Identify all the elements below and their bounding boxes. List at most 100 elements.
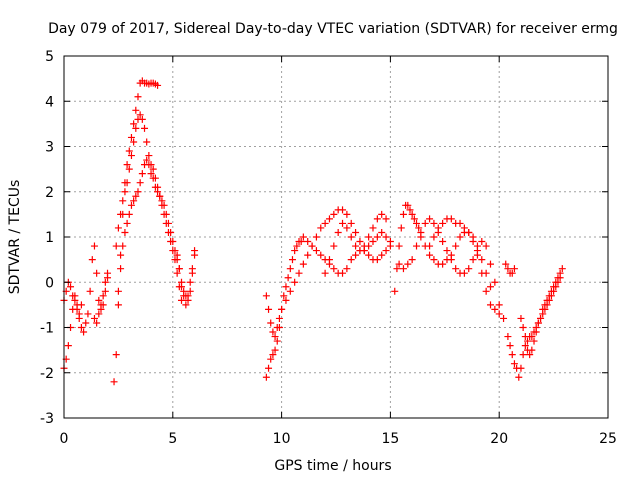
data-point — [130, 120, 138, 128]
data-point — [127, 133, 135, 141]
data-point — [439, 219, 447, 227]
data-point — [413, 242, 421, 250]
data-point — [141, 124, 149, 132]
x-tick-label: 10 — [273, 431, 291, 447]
data-point — [393, 265, 401, 273]
data-point — [521, 342, 529, 350]
data-point — [478, 269, 486, 277]
data-point — [273, 337, 281, 345]
data-point — [517, 314, 525, 322]
data-point — [447, 256, 455, 264]
data-point — [121, 188, 129, 196]
data-point — [99, 292, 107, 300]
y-tick-label: 4 — [45, 94, 54, 110]
data-point — [93, 319, 101, 327]
data-point — [265, 305, 273, 313]
data-point — [114, 301, 122, 309]
data-point — [369, 224, 377, 232]
data-point — [382, 233, 390, 241]
data-point — [136, 179, 144, 187]
data-point — [343, 210, 351, 218]
data-point — [132, 124, 140, 132]
data-point — [119, 197, 127, 205]
data-point — [164, 219, 172, 227]
data-point — [178, 296, 186, 304]
data-point — [125, 210, 133, 218]
data-point — [288, 256, 296, 264]
data-point — [143, 138, 151, 146]
data-point — [77, 324, 85, 331]
data-point — [495, 310, 503, 318]
x-tick-label: 15 — [381, 431, 399, 447]
data-point — [86, 287, 94, 295]
series-track-15 — [502, 260, 518, 277]
data-point — [456, 219, 464, 227]
data-point — [526, 351, 534, 359]
data-point — [117, 210, 125, 218]
data-point — [452, 265, 460, 273]
data-point — [378, 251, 386, 259]
data-point — [130, 138, 138, 146]
data-point — [510, 265, 518, 273]
y-tick-label: -1 — [40, 321, 54, 337]
data-point — [434, 224, 442, 232]
data-point — [532, 328, 540, 336]
data-point — [71, 296, 79, 304]
data-point — [534, 319, 542, 327]
data-point — [286, 287, 294, 295]
data-point — [482, 242, 490, 250]
series-track-3 — [86, 242, 112, 313]
data-point — [404, 201, 412, 209]
data-point — [539, 310, 547, 318]
data-point — [386, 242, 394, 250]
series-track-6 — [112, 111, 186, 304]
series-track-11 — [321, 210, 390, 277]
data-point — [515, 373, 523, 381]
data-point — [365, 233, 373, 241]
data-point — [156, 192, 164, 200]
data-point — [286, 265, 294, 273]
data-point — [439, 260, 447, 268]
data-point — [491, 305, 499, 313]
data-point — [158, 197, 166, 205]
data-point — [114, 287, 122, 295]
data-point — [110, 378, 118, 386]
data-point — [275, 314, 283, 322]
data-point — [84, 310, 92, 318]
data-point — [469, 256, 477, 264]
data-point — [343, 224, 351, 232]
y-tick-label: 3 — [45, 140, 54, 156]
x-axis-label: GPS time / hours — [274, 458, 391, 474]
data-point — [321, 269, 329, 277]
data-point — [417, 228, 425, 236]
data-point — [82, 319, 90, 327]
data-point — [117, 265, 125, 273]
data-point — [506, 342, 514, 350]
data-point — [291, 278, 299, 286]
data-point — [399, 265, 407, 273]
data-point — [478, 256, 486, 264]
series-track-8 — [173, 247, 199, 309]
data-point — [426, 215, 434, 223]
data-point — [352, 242, 360, 250]
data-point — [426, 242, 434, 250]
data-point — [528, 346, 536, 354]
data-point — [373, 233, 381, 241]
points-layer — [60, 77, 566, 386]
data-point — [101, 287, 109, 295]
series-track-1 — [60, 292, 92, 372]
data-point — [312, 247, 320, 255]
y-tick-label: 1 — [45, 230, 54, 246]
data-point — [73, 305, 81, 313]
data-point — [147, 170, 155, 178]
data-point — [415, 224, 423, 232]
data-point — [304, 251, 312, 259]
data-point — [430, 219, 438, 227]
data-point — [500, 314, 508, 322]
y-tick-label: -2 — [40, 366, 54, 382]
data-point — [182, 301, 190, 309]
data-point — [521, 333, 529, 341]
data-point — [465, 228, 473, 236]
data-point — [547, 292, 555, 300]
